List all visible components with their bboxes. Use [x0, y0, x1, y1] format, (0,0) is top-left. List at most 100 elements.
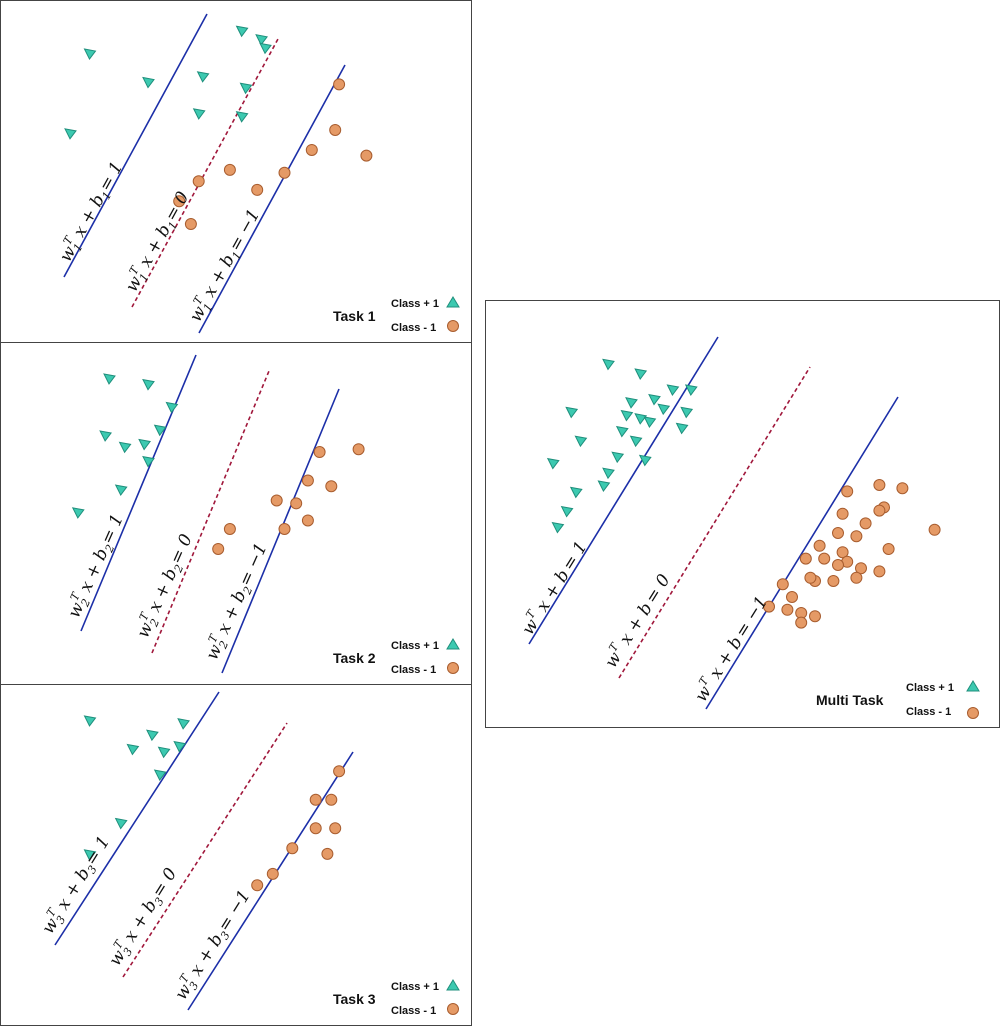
class-negative-point — [360, 149, 373, 162]
equation-negative: wT x + b= −1 — [689, 591, 772, 705]
class-positive-point — [675, 422, 689, 435]
class-positive-point — [146, 729, 159, 742]
class-positive-point — [643, 416, 657, 428]
class-negative-point — [763, 600, 775, 613]
positive-margin-line — [63, 13, 208, 278]
class-negative-point — [329, 124, 342, 136]
class-positive-point — [192, 108, 206, 120]
equation-zero: w3T x + b3= 0 — [103, 863, 183, 971]
class-positive-point — [546, 457, 560, 470]
class-negative-point — [212, 542, 225, 555]
legend-positive-label: Class + 1 — [391, 298, 439, 310]
negative-margin-line — [187, 751, 354, 1011]
equation-zero: w1T x + b1= 0 — [119, 187, 195, 297]
class-positive-point — [71, 507, 85, 519]
class-negative-point — [301, 514, 314, 527]
legend-negative-label: Class - 1 — [391, 1005, 436, 1017]
decision-boundary-line — [151, 370, 270, 654]
class-positive-point — [142, 378, 155, 391]
equation-negative: w3T x + b3= −1 — [169, 885, 257, 1005]
class-negative-point — [813, 539, 826, 552]
class-negative-point — [896, 482, 909, 495]
class-positive-point — [551, 521, 565, 534]
multitask-diagram: wT x + b= 1 wT x + b= 0 wT x + b= −1 Mul… — [518, 336, 980, 719]
class-positive-point — [157, 746, 171, 759]
task3-diagram: w3T x + b3= 1 w3T x + b3= 0 w3T x + b3= … — [36, 691, 460, 1017]
class-negative-point — [818, 552, 831, 565]
class-positive-point — [569, 486, 583, 499]
class-negative-point — [333, 765, 346, 778]
class-negative-point — [192, 175, 205, 188]
class-positive-point — [138, 438, 151, 451]
class-negative-point — [786, 591, 798, 603]
class-negative-point — [309, 822, 322, 835]
class-positive-point — [666, 384, 680, 396]
class-negative-point — [832, 559, 844, 571]
class-negative-point — [184, 218, 197, 231]
legend-negative-icon — [447, 320, 459, 332]
class-positive-point — [648, 393, 661, 406]
class-negative-point — [836, 507, 849, 520]
class-negative-point — [251, 183, 264, 196]
class-negative-point — [309, 793, 322, 806]
equation-zero: wT x + b= 0 — [599, 569, 675, 671]
class-negative-point — [795, 616, 808, 629]
equation-positive: w3T x + b3= 1 — [36, 831, 116, 939]
equation-positive: w1T x + b1= 1 — [53, 157, 129, 266]
panel-title: Multi Task — [816, 692, 884, 708]
class-positive-point — [99, 430, 112, 442]
class-positive-point — [103, 373, 116, 385]
legend-negative-label: Class - 1 — [906, 706, 951, 718]
class-positive-point — [165, 401, 179, 414]
class-positive-point — [83, 849, 97, 861]
class-positive-point — [560, 505, 574, 518]
class-negative-point — [333, 78, 346, 91]
class-positive-point — [615, 425, 629, 438]
class-positive-point — [153, 424, 167, 437]
panel-title: Task 2 — [333, 650, 376, 666]
class-negative-point — [223, 523, 236, 535]
class-positive-point — [620, 409, 634, 422]
legend-positive-icon — [446, 979, 460, 991]
positive-margin-line — [54, 691, 220, 946]
class-positive-point — [255, 34, 268, 46]
class-positive-point — [680, 406, 694, 419]
class-negative-point — [321, 847, 334, 860]
class-negative-point — [278, 166, 291, 179]
class-negative-point — [223, 163, 236, 176]
panel-title: Task 1 — [333, 308, 376, 324]
legend-positive-icon — [966, 680, 980, 692]
legend-negative-label: Class - 1 — [391, 322, 436, 334]
class-positive-point — [153, 769, 167, 782]
equation-negative: w2T x + b2= −1 — [200, 539, 274, 664]
class-positive-point — [625, 397, 638, 409]
class-positive-point — [196, 71, 210, 83]
class-negative-point — [928, 523, 941, 536]
positive-margin-line — [528, 336, 719, 645]
class-negative-point — [781, 603, 794, 616]
legend-positive-label: Class + 1 — [391, 640, 439, 652]
decision-boundary-line — [122, 722, 288, 978]
class-negative-point — [173, 195, 186, 208]
class-positive-point — [118, 441, 132, 454]
class-negative-point — [301, 474, 314, 487]
class-negative-point — [305, 143, 318, 156]
equation-positive: w2T x + b2= 1 — [62, 510, 130, 622]
panel-title: Task 3 — [333, 991, 376, 1007]
task3-panel: w3T x + b3= 1 w3T x + b3= 0 w3T x + b3= … — [0, 684, 472, 1026]
class-positive-point — [173, 740, 187, 753]
decision-boundary-line — [131, 38, 279, 308]
legend-negative-icon — [447, 1003, 459, 1015]
class-negative-point — [850, 530, 863, 543]
class-positive-point — [177, 718, 190, 730]
class-positive-point — [142, 76, 155, 89]
class-positive-point — [602, 358, 615, 371]
class-positive-point — [611, 451, 625, 464]
class-positive-point — [597, 480, 611, 492]
legend-positive-label: Class + 1 — [906, 682, 954, 694]
class-negative-point — [799, 552, 812, 565]
class-positive-point — [114, 484, 128, 497]
class-negative-point — [325, 793, 338, 806]
class-negative-point — [329, 822, 342, 835]
legend-positive-label: Class + 1 — [391, 981, 439, 993]
